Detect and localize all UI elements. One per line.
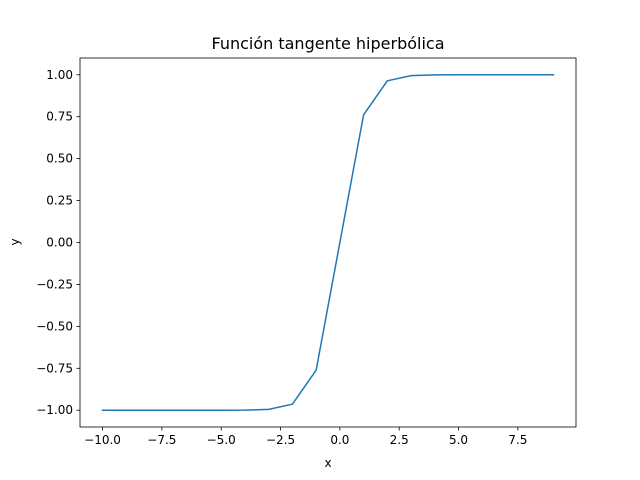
y-tick-label: −1.00 [36,403,73,417]
y-axis-label: y [8,238,22,245]
plot-area [79,57,577,428]
x-tick-label: −10.0 [84,433,121,447]
y-tick-label: 0.75 [46,110,73,124]
y-tick-label: −0.50 [36,319,73,333]
y-tick-label: 0.25 [46,194,73,208]
x-tick-label: 5.0 [449,433,468,447]
series-line-0 [101,74,555,411]
x-tick-label: −2.5 [266,433,295,447]
x-tick-label: −5.0 [207,433,236,447]
x-axis-ticks: −10.0 −7.5 −5.0 −2.5 0.0 2.5 5.0 7.5 [84,427,527,447]
y-tick-label: −0.75 [36,361,73,375]
y-tick-label: −0.25 [36,277,73,291]
chart-title: Función tangente hiperbólica [211,34,444,53]
y-tick-label: 1.00 [46,68,73,82]
y-axis-ticks: −1.00 −0.75 −0.50 −0.25 0.00 0.25 0.50 0.75 1.00 [36,68,80,417]
x-axis-label: x [324,456,331,470]
x-tick-label: 7.5 [508,433,527,447]
axes-frame [79,57,577,428]
x-tick-label: −7.5 [147,433,176,447]
x-tick-label: 2.5 [390,433,409,447]
x-tick-label: 0.0 [330,433,349,447]
y-tick-label: 0.00 [46,236,73,250]
y-tick-label: 0.50 [46,152,73,166]
